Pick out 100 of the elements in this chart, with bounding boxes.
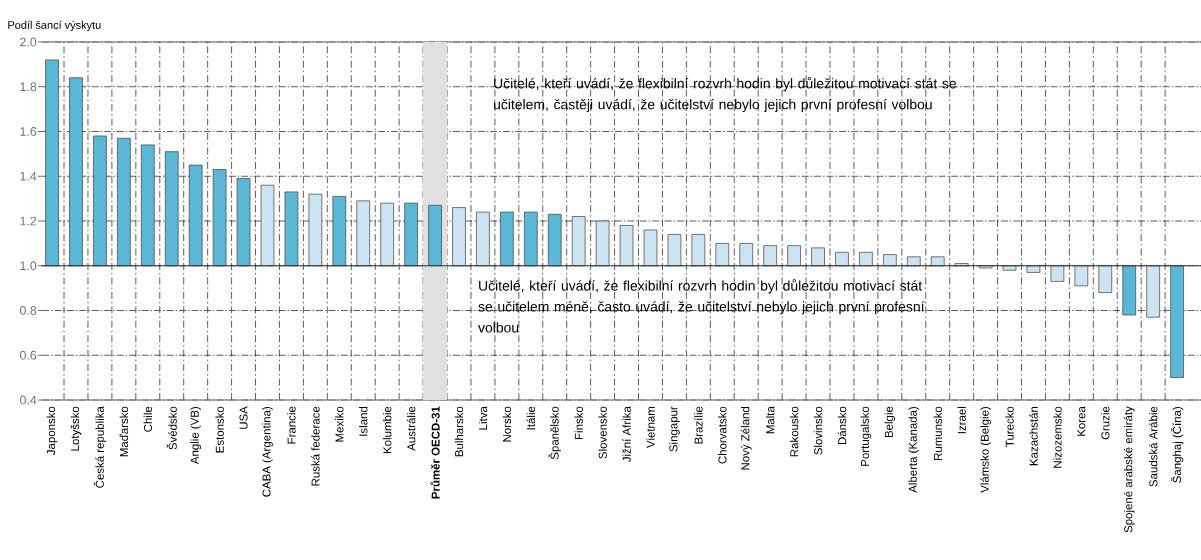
x-tick-label: Francie — [287, 406, 296, 444]
x-tick-label: Anglie (VB) — [190, 406, 202, 465]
bar — [619, 225, 634, 267]
x-tick-label: Vietnam — [646, 406, 655, 448]
bar — [883, 254, 897, 267]
bar — [1026, 265, 1041, 273]
bar — [1146, 265, 1160, 318]
x-tick-label: Turecko — [1005, 406, 1014, 447]
bar — [667, 234, 682, 267]
bar — [1074, 265, 1089, 287]
bar — [164, 151, 179, 267]
bar — [787, 245, 801, 267]
bar — [260, 184, 275, 267]
bar — [859, 251, 873, 267]
y-tick-label: 2.0 — [20, 37, 37, 47]
x-tick-label: Kazachstán — [1029, 406, 1038, 466]
y-tick-label: 0.4 — [19, 395, 37, 405]
x-tick-label: Nový Zéland — [740, 406, 752, 470]
x-tick-label: Island — [359, 406, 368, 436]
x-tick-label: Japonsko — [46, 406, 58, 456]
x-tick-label: Lotyšsko — [70, 406, 82, 451]
bar — [978, 265, 993, 269]
bar — [117, 137, 131, 267]
bar — [547, 213, 562, 267]
x-tick-label: Singapur — [669, 406, 680, 452]
y-tick-label: 0.8 — [19, 306, 37, 315]
x-tick-label: Švédsko — [166, 406, 177, 450]
bar — [643, 229, 658, 267]
x-tick-label: Maďarsko — [119, 406, 129, 457]
x-tick-label: Ruská federace — [311, 406, 320, 486]
y-tick-label: 1.2 — [20, 216, 37, 226]
bar — [452, 207, 466, 267]
bar — [332, 196, 347, 267]
bar — [45, 59, 59, 267]
x-tick-label: Belgie — [884, 406, 896, 438]
bar — [236, 178, 251, 267]
x-tick-label: Itálie — [526, 406, 536, 430]
x-tick-label: Jižní Afrika — [622, 406, 631, 463]
x-tick-label: Brazílie — [694, 406, 703, 444]
x-tick-label: Norsko — [502, 406, 512, 442]
bar — [763, 245, 777, 267]
bar — [500, 211, 514, 267]
y-tick-label: 1.0 — [20, 261, 37, 271]
bar — [212, 169, 227, 267]
x-tick-label: Estonsko — [215, 406, 224, 453]
x-tick-label: Dánsko — [837, 406, 847, 445]
y-tick-label: 0.6 — [19, 350, 37, 360]
x-tick-label: Chorvatsko — [718, 406, 727, 464]
annotation: Učitelé, kteří uvádí, že flexibilní rozvrh hodin byl důležitou motivací stát se učitelem, častěji uvádí, že učitelství nebylo jejich první profesní volbou — [494, 77, 956, 113]
bar — [476, 211, 490, 267]
x-tick-label: Gruzie — [1101, 406, 1110, 440]
x-tick-label: Slovensko — [598, 406, 607, 459]
bar — [595, 220, 610, 267]
x-tick-label: Finsko — [574, 406, 583, 439]
x-tick-label: Rumunsko — [933, 406, 942, 461]
bar — [1050, 265, 1065, 282]
bar — [69, 77, 83, 267]
bar — [739, 243, 754, 267]
bar — [811, 247, 825, 267]
bar — [93, 135, 107, 267]
y-tick-label: 1.6 — [20, 127, 37, 136]
y-axis-title: Podíl šancí výskytu — [8, 20, 101, 32]
bar — [835, 251, 849, 267]
x-tick-label: Španělsko — [548, 406, 561, 460]
bar — [1098, 265, 1113, 293]
bar — [380, 202, 394, 267]
bar — [715, 243, 730, 267]
x-tick-label: Korea — [1077, 406, 1086, 436]
x-tick-label: CABA (Argentina) — [262, 406, 273, 497]
bar — [356, 200, 371, 267]
x-tick-label: Vlámsko (Belgie) — [980, 406, 991, 493]
x-tick-label: Alberta (Kanada) — [908, 406, 920, 493]
y-tick-label: 1.4 — [20, 171, 37, 181]
x-tick-label: Saudská Arábie — [1148, 406, 1158, 487]
x-tick-label: Šanghaj (Čína) — [1170, 406, 1184, 483]
x-tick-label: Průměr OECD-31 — [430, 406, 440, 499]
x-tick-label: Slovinsko — [813, 406, 823, 455]
x-tick-label: Mexiko — [335, 406, 344, 442]
bar — [428, 204, 442, 267]
bar — [1002, 265, 1017, 271]
x-tick-label: Austrálie — [406, 406, 416, 451]
bar — [284, 191, 299, 267]
bar — [308, 193, 323, 267]
bar — [571, 216, 586, 267]
bar — [404, 202, 418, 267]
x-tick-label: Malta — [765, 406, 775, 434]
bar — [140, 144, 155, 267]
x-tick-label: Česká republika — [93, 406, 107, 488]
x-tick-label: Nizozemsko — [1053, 406, 1062, 468]
x-tick-label: Litva — [478, 406, 488, 430]
x-tick-label: Portugalsko — [860, 406, 872, 466]
x-tick-label: Kolumbie — [382, 406, 392, 454]
x-tick-label: Bulharsko — [454, 406, 464, 457]
bar — [691, 234, 706, 267]
x-tick-label: Izrael — [957, 406, 966, 434]
bar — [1170, 265, 1184, 378]
x-tick-label: Rakousko — [789, 406, 799, 457]
x-tick-label: Spojené arabské emiráty — [1123, 406, 1135, 533]
bar — [188, 164, 203, 267]
bar — [523, 211, 538, 267]
